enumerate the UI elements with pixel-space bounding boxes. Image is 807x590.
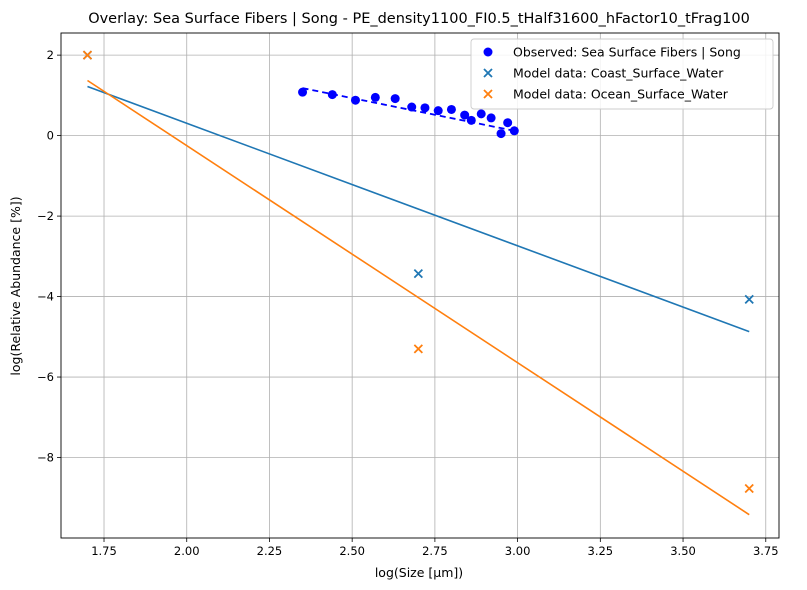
observed-point bbox=[298, 87, 308, 97]
x-tick-label: 3.75 bbox=[753, 544, 779, 558]
observed-point bbox=[509, 126, 519, 136]
observed-point bbox=[460, 110, 470, 120]
legend-box bbox=[470, 38, 774, 110]
observed-point bbox=[503, 118, 513, 128]
legend-marker bbox=[483, 68, 493, 78]
observed-point bbox=[446, 104, 456, 114]
y-axis-label: log(Relative Abundance [%]) bbox=[8, 196, 23, 375]
legend: Observed: Sea Surface Fibers | Song Model… bbox=[470, 38, 774, 110]
x-tick-label: 2.25 bbox=[257, 544, 283, 558]
x-tick-label: 2.50 bbox=[339, 544, 365, 558]
observed-point bbox=[486, 113, 496, 123]
model-point bbox=[744, 483, 754, 494]
plot-area: 1.75 2.00 2.25 2.50 2.75 3.00 3.25 3.50 3.75 2 0 −2… bbox=[37, 32, 780, 558]
legend-label: Model data: Ocean_Surface_Water bbox=[513, 87, 729, 102]
series-group bbox=[82, 50, 754, 516]
observed-point bbox=[433, 106, 443, 116]
model-point bbox=[413, 268, 423, 279]
x-tick-label: 3.25 bbox=[588, 544, 614, 558]
y-tick-label: −8 bbox=[37, 451, 54, 465]
axes-frame bbox=[60, 32, 780, 539]
model-point bbox=[744, 294, 754, 305]
y-tick-label: 0 bbox=[47, 129, 54, 143]
model-fit-line bbox=[87, 79, 750, 516]
x-axis-label: log(Size [µm]) bbox=[375, 565, 463, 580]
x-tick-label: 2.75 bbox=[422, 544, 448, 558]
observed-point bbox=[476, 109, 486, 119]
observed-point bbox=[350, 95, 360, 105]
observed-fit-line bbox=[302, 87, 515, 132]
legend-label: Observed: Sea Surface Fibers | Song bbox=[513, 45, 741, 60]
chart-title: Overlay: Sea Surface Fibers | Song - PE_… bbox=[88, 11, 750, 27]
model-point bbox=[413, 344, 423, 354]
y-tick-label: −6 bbox=[37, 370, 54, 384]
y-tick-label: 2 bbox=[47, 48, 54, 62]
observed-point bbox=[420, 103, 430, 113]
y-tick-label: −2 bbox=[37, 209, 54, 223]
x-tick-label: 3.50 bbox=[670, 544, 696, 558]
observed-point bbox=[407, 102, 417, 112]
observed-point bbox=[390, 94, 400, 104]
x-tick-label: 3.00 bbox=[505, 544, 531, 558]
legend-marker bbox=[483, 47, 493, 57]
x-tick-label: 2.00 bbox=[174, 544, 200, 558]
model-fit-line bbox=[87, 85, 750, 333]
x-tick-label: 1.75 bbox=[91, 544, 117, 558]
legend-label: Model data: Coast_Surface_Water bbox=[513, 66, 724, 81]
legend-marker bbox=[483, 89, 493, 99]
observed-point bbox=[370, 92, 380, 102]
y-tick-label: −4 bbox=[37, 290, 54, 304]
model-point bbox=[82, 50, 93, 60]
observed-point bbox=[496, 129, 506, 139]
